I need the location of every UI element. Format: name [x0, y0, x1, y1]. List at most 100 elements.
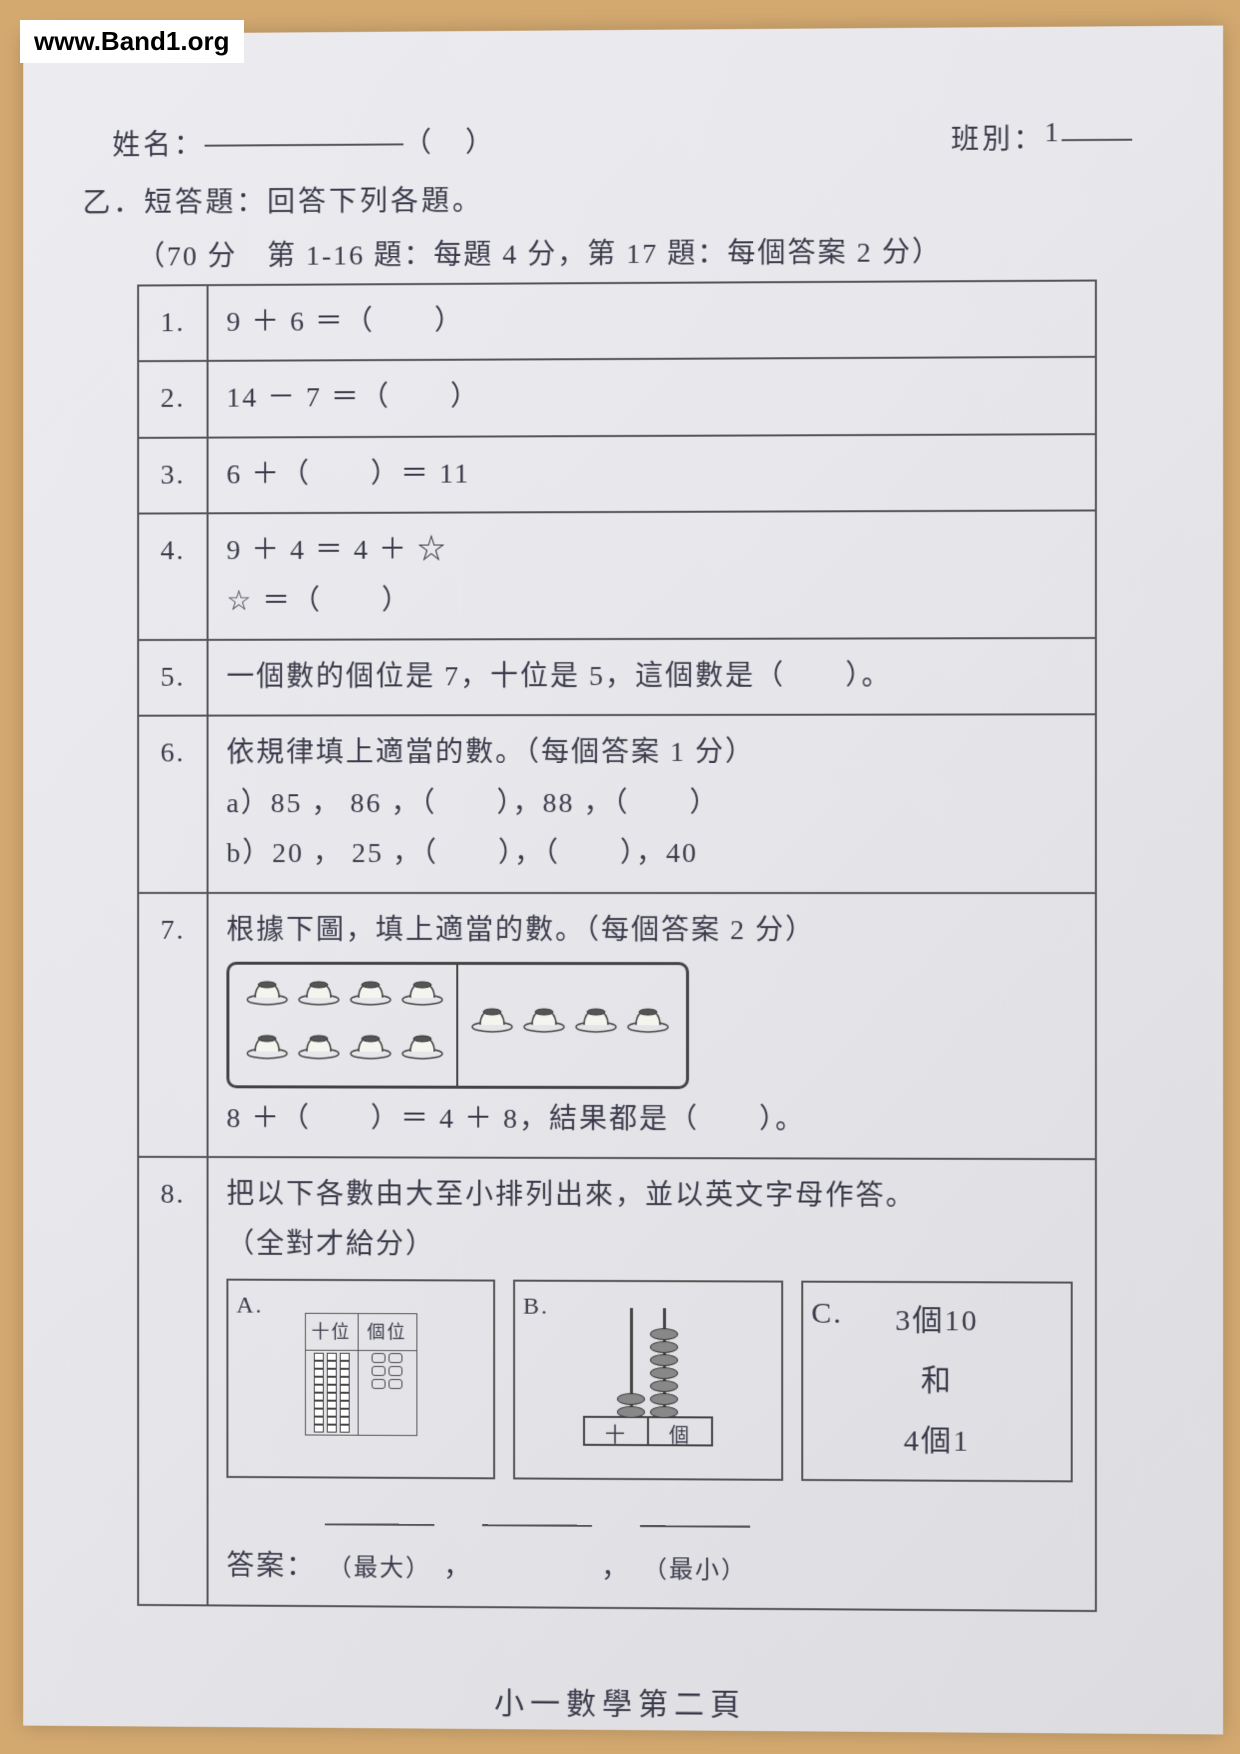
- class-blank[interactable]: [1062, 117, 1133, 142]
- q8-note: （全對才給分）: [226, 1220, 1076, 1273]
- watermark: www.Band1.org: [20, 20, 244, 63]
- ones-block-icon: [389, 1353, 403, 1363]
- q2-num: 2.: [138, 361, 207, 437]
- abacus-bead-icon: [650, 1367, 678, 1379]
- page-footer: 小一數學第二頁: [112, 1675, 1132, 1726]
- pudding-icon: [522, 1000, 566, 1050]
- abacus-base: 十 個: [583, 1416, 713, 1447]
- box-a: A. 十位 個位: [226, 1278, 495, 1479]
- box-a-head-tens: 十位: [305, 1313, 358, 1351]
- abacus-bead-icon: [617, 1393, 645, 1405]
- q2-text: 14 － 7 ＝（ ）: [208, 357, 1096, 437]
- name-label: 姓名：: [112, 123, 204, 163]
- ones-block-icon: [372, 1353, 386, 1363]
- abacus-bead-icon: [650, 1406, 678, 1418]
- pudding-icon: [400, 1027, 444, 1077]
- q5-text: 一個數的個位是 7，十位是 5，這個數是（ ）。: [208, 638, 1096, 716]
- q8-body: 把以下各數由大至小排列出來，並以英文字母作答。 （全對才給分） A. 十位 個位: [208, 1157, 1096, 1611]
- q6-intro: 依規律填上適當的數。（每個答案 1 分）: [226, 728, 1076, 779]
- pudding-diagram: [226, 962, 689, 1089]
- pudding-right-group: [470, 1000, 670, 1051]
- pudding-left-group: [245, 973, 444, 1078]
- q7-equation: 8 ＋（ ）＝ 4 ＋ 8，結果都是（ ）。: [226, 1094, 1076, 1146]
- abacus-bead-icon: [650, 1354, 678, 1366]
- box-c-line1: 3個10: [895, 1294, 978, 1348]
- tens-stick-icon: [326, 1353, 336, 1433]
- abacus-base-ones: 個: [649, 1418, 711, 1444]
- pudding-divider: [456, 965, 458, 1086]
- q4-row: 4. 9 ＋ 4 ＝ 4 ＋ ☆ ☆ ＝（ ）: [138, 511, 1096, 640]
- answer-sub-empty: [533, 1557, 541, 1583]
- box-a-tens-cell: [305, 1350, 358, 1435]
- q6-a: a）85 ， 86 ，（ ），88 ，（ ）: [226, 778, 1076, 829]
- box-c-line3: 4個1: [904, 1414, 970, 1468]
- abacus-base-tens: 十: [585, 1418, 649, 1444]
- header-row: 姓名： （ ） 班別： 1: [112, 117, 1132, 164]
- q8-boxes: A. 十位 個位 B.: [226, 1278, 1076, 1482]
- box-b: B. 十 個: [513, 1279, 783, 1480]
- abacus-bead-icon: [650, 1341, 678, 1353]
- abacus-bead-icon: [617, 1406, 645, 1418]
- q6-num: 6.: [138, 716, 207, 893]
- q4-line1: 9 ＋ 4 ＝ 4 ＋ ☆: [226, 524, 1076, 577]
- answer-blank-3[interactable]: [640, 1505, 750, 1528]
- q1-num: 1.: [138, 285, 207, 361]
- pudding-icon: [297, 1027, 341, 1077]
- box-a-label: A.: [236, 1285, 263, 1328]
- name-paren: （ ）: [403, 121, 496, 162]
- q4-num: 4.: [138, 513, 207, 639]
- abacus-bead-icon: [650, 1393, 678, 1405]
- q3-num: 3.: [138, 437, 207, 513]
- q1-text: 9 ＋ 6 ＝（ ）: [208, 281, 1096, 362]
- box-a-ones-cell: [358, 1351, 417, 1436]
- pudding-icon: [245, 973, 289, 1023]
- q8-row: 8. 把以下各數由大至小排列出來，並以英文字母作答。 （全對才給分） A. 十位…: [138, 1157, 1096, 1611]
- q2-row: 2. 14 － 7 ＝（ ）: [138, 357, 1096, 437]
- name-blank[interactable]: [205, 121, 404, 146]
- q5-num: 5.: [138, 640, 207, 716]
- answer-sub-small: （最小）: [643, 1557, 747, 1584]
- section-title: 乙．短答題：回答下列各題。: [83, 175, 1133, 221]
- q8-num: 8.: [138, 1157, 207, 1605]
- box-a-head-ones: 個位: [358, 1313, 417, 1351]
- question-table: 1. 9 ＋ 6 ＝（ ） 2. 14 － 7 ＝（ ） 3. 6 ＋（ ）＝ …: [137, 280, 1097, 1612]
- answer-blank-1[interactable]: [325, 1503, 435, 1526]
- q6-body: 依規律填上適當的數。（每個答案 1 分） a）85 ， 86 ，（ ），88 ，…: [208, 715, 1096, 893]
- comma-2: ，: [601, 1553, 631, 1584]
- abacus-bead-icon: [650, 1380, 678, 1392]
- q8-answer-line: 答案： （最大） ， ， （最小）: [226, 1492, 1076, 1598]
- q7-row: 7. 根據下圖，填上適當的數。（每個答案 2 分） 8 ＋（ ）＝ 4 ＋ 8，…: [138, 892, 1096, 1159]
- q5-row: 5. 一個數的個位是 7，十位是 5，這個數是（ ）。: [138, 638, 1096, 716]
- q3-text: 6 ＋（ ）＝ 11: [208, 434, 1096, 514]
- q7-body: 根據下圖，填上適當的數。（每個答案 2 分） 8 ＋（ ）＝ 4 ＋ 8，結果都…: [208, 892, 1096, 1159]
- answer-blank-2[interactable]: [482, 1504, 592, 1527]
- box-c: C. 3個10 和 4個1: [801, 1280, 1072, 1482]
- worksheet-paper: 姓名： （ ） 班別： 1 乙．短答題：回答下列各題。 （70 分 第 1-16…: [23, 26, 1223, 1735]
- class-value: 1: [1045, 117, 1062, 157]
- q4-line2: ☆ ＝（ ）: [226, 574, 1076, 626]
- tens-stick-icon: [313, 1353, 323, 1433]
- answer-label: 答案：: [226, 1551, 315, 1582]
- q8-intro: 把以下各數由大至小排列出來，並以英文字母作答。: [226, 1170, 1076, 1223]
- pudding-icon: [574, 1000, 618, 1050]
- pudding-icon: [626, 1000, 670, 1050]
- q1-row: 1. 9 ＋ 6 ＝（ ）: [138, 281, 1096, 362]
- ones-block-icon: [372, 1379, 386, 1389]
- q7-intro: 根據下圖，填上適當的數。（每個答案 2 分）: [226, 905, 1076, 956]
- q3-row: 3. 6 ＋（ ）＝ 11: [138, 434, 1096, 514]
- q7-num: 7.: [138, 892, 207, 1157]
- abacus-bead-icon: [650, 1328, 678, 1340]
- box-b-label: B.: [523, 1286, 549, 1329]
- q4-body: 9 ＋ 4 ＝ 4 ＋ ☆ ☆ ＝（ ）: [208, 511, 1096, 640]
- answer-sub-big: （最大）: [328, 1556, 432, 1583]
- ones-block-icon: [372, 1366, 386, 1376]
- abacus: [523, 1307, 773, 1418]
- ones-block-icon: [389, 1379, 403, 1389]
- ones-block-icon: [389, 1366, 403, 1376]
- class-label: 班別：: [951, 117, 1045, 158]
- q6-row: 6. 依規律填上適當的數。（每個答案 1 分） a）85 ， 86 ，（ ），8…: [138, 715, 1096, 893]
- pudding-icon: [400, 973, 444, 1023]
- pudding-icon: [470, 1000, 514, 1050]
- q6-b: b）20 ， 25 ，（ ），（ ），40: [226, 829, 1076, 880]
- pudding-icon: [297, 973, 341, 1023]
